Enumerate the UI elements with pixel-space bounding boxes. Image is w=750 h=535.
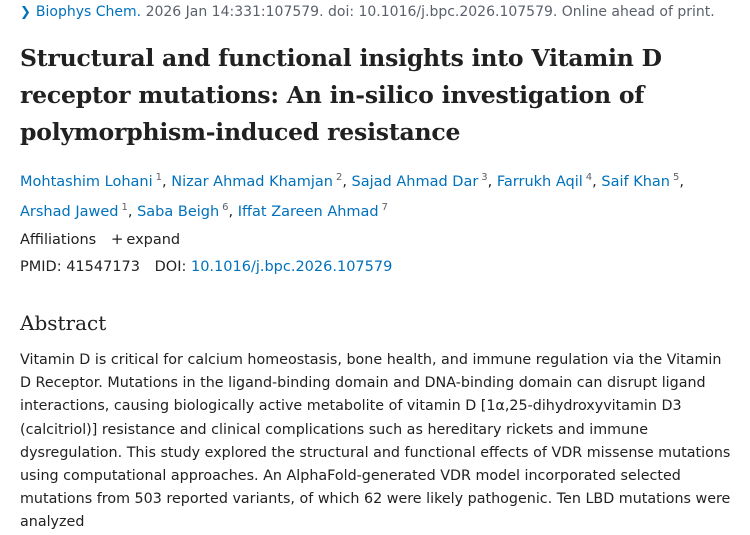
author-link[interactable]: Arshad Jawed [20, 204, 119, 220]
citation-details: 2026 Jan 14:331:107579. doi: 10.1016/j.b… [145, 4, 715, 20]
author-item: Iffat Zareen Ahmad 7 [237, 202, 389, 220]
author-link[interactable]: Nizar Ahmad Khamjan [171, 174, 333, 190]
abstract-text: Vitamin D is critical for calcium homeos… [20, 352, 731, 531]
affiliations-label: Affiliations [20, 232, 97, 248]
pmid-value: 41547173 [66, 259, 141, 275]
doi-link[interactable]: 10.1016/j.bpc.2026.107579 [190, 259, 393, 275]
identifiers-row: PMID: 41547173 DOI: 10.1016/j.bpc.2026.1… [20, 257, 392, 277]
abstract-heading: Abstract [20, 311, 107, 335]
affiliation-number[interactable]: 5 [672, 172, 680, 183]
author-link[interactable]: Sajad Ahmad Dar [351, 174, 479, 190]
affiliation-number[interactable]: 1 [121, 202, 128, 213]
page-title: Structural and functional insights into … [20, 44, 662, 146]
author-link[interactable]: Iffat Zareen Ahmad [237, 204, 379, 220]
author-list: Mohtashim Lohani 1, Nizar Ahmad Khamjan 2,… [20, 172, 684, 220]
author-item: Mohtashim Lohani 1 [20, 172, 163, 190]
author-item: Farrukh Aqil 4 [496, 172, 593, 190]
author-item: Sajad Ahmad Dar 3 [351, 172, 488, 190]
pmid-label: PMID: [20, 259, 62, 275]
affiliation-number[interactable]: 4 [585, 172, 593, 183]
expand-affiliations-button[interactable]: expand [126, 232, 181, 248]
author-link[interactable]: Farrukh Aqil [496, 174, 583, 190]
author-link[interactable]: Mohtashim Lohani [20, 174, 153, 190]
affiliation-number[interactable]: 6 [222, 202, 229, 213]
affiliations-row: Affiliations + expand [20, 229, 180, 250]
author-item: Saif Khan 5 [601, 172, 680, 190]
journal-link[interactable]: Biophys Chem. [35, 4, 142, 20]
chevron-right-icon: ❯ [20, 5, 31, 20]
affiliation-number[interactable]: 7 [381, 202, 389, 213]
author-item: Arshad Jawed 1 [20, 202, 128, 220]
author-link[interactable]: Saif Khan [601, 174, 670, 190]
affiliation-number[interactable]: 3 [481, 172, 488, 183]
affiliation-number[interactable]: 1 [155, 172, 163, 183]
affiliation-number[interactable]: 2 [335, 172, 343, 183]
author-item: Nizar Ahmad Khamjan 2 [171, 172, 343, 190]
doi-label: DOI: [154, 259, 187, 275]
citation-line: ❯ Biophys Chem. 2026 Jan 14:331:107579. d… [20, 2, 715, 23]
author-item: Saba Beigh 6 [137, 202, 229, 220]
author-link[interactable]: Saba Beigh [137, 204, 220, 220]
plus-icon[interactable]: + [110, 230, 124, 248]
